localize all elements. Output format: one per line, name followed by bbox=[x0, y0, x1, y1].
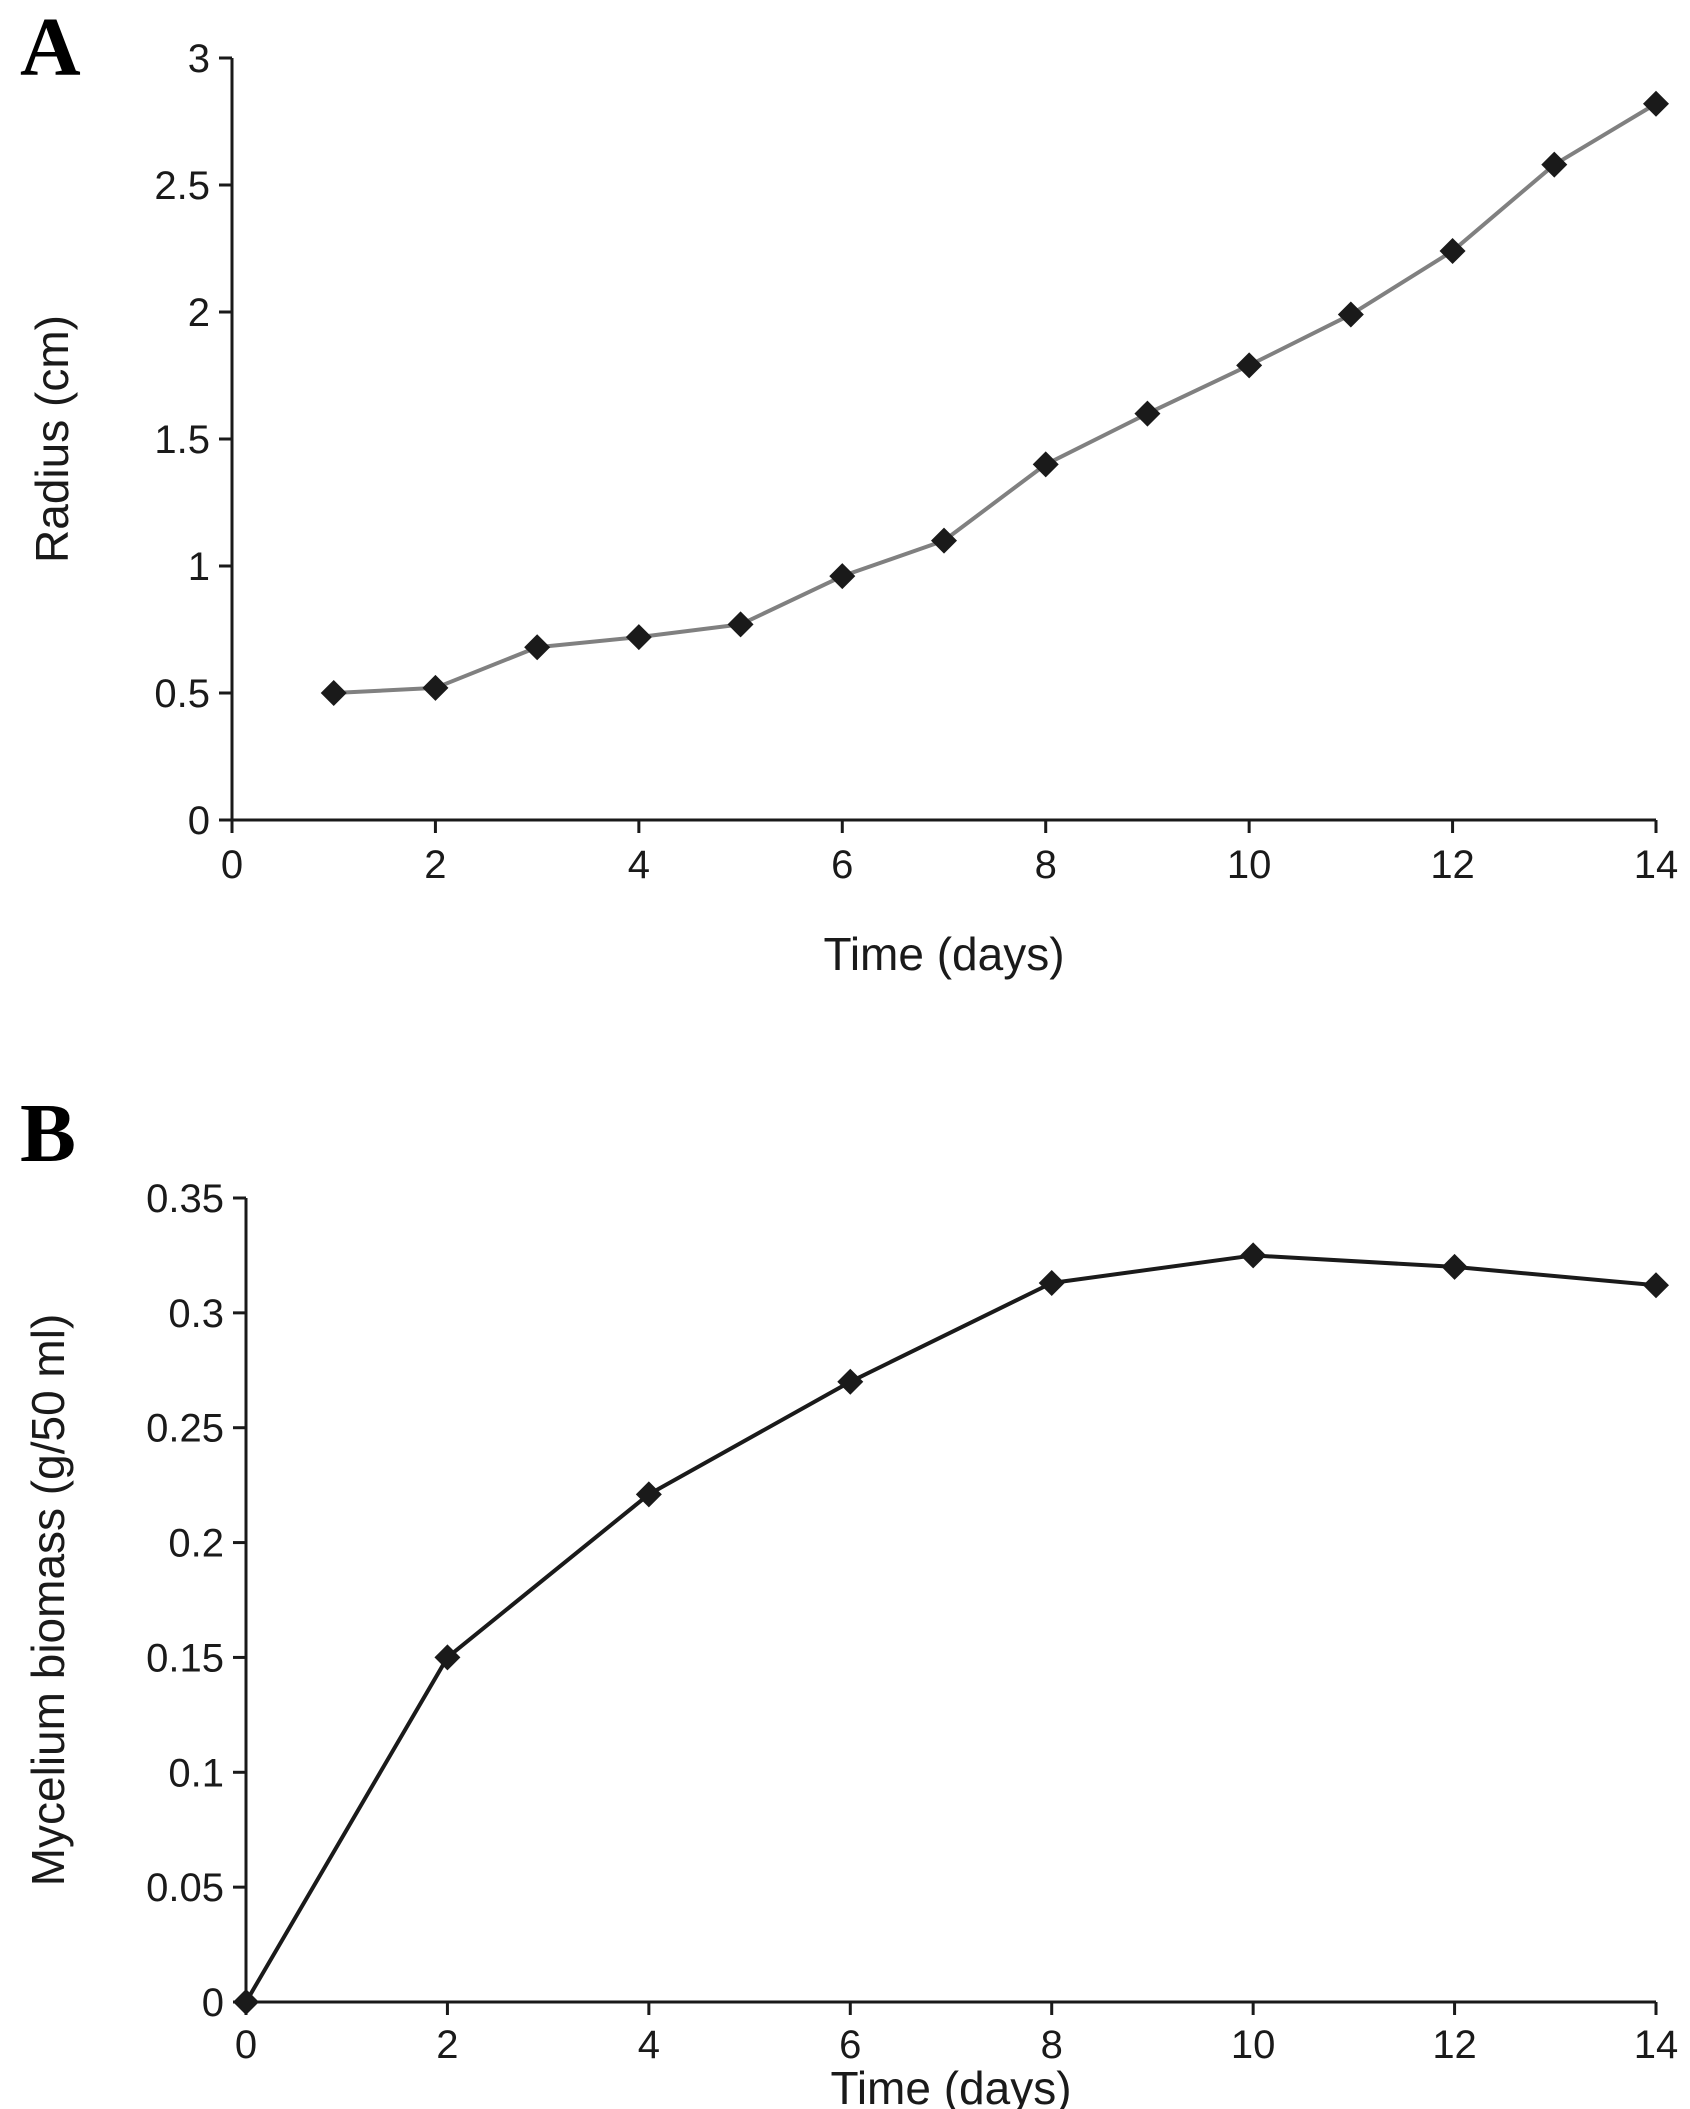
y-tick-label: 2.5 bbox=[154, 164, 210, 208]
y-tick-label: 0.3 bbox=[168, 1292, 224, 1336]
data-point-marker bbox=[1240, 1242, 1267, 1269]
data-point-marker bbox=[1643, 90, 1669, 117]
y-tick-label: 3 bbox=[188, 37, 210, 81]
y-tick-label: 0.15 bbox=[146, 1636, 224, 1680]
x-tick-label: 4 bbox=[638, 2023, 660, 2067]
panel-a: A 0 2 4 6 8 10 12 14 0 0.5 1 1.5 2 2.5 3 Time (days) Rad… bbox=[0, 0, 1690, 1030]
data-point-marker bbox=[829, 563, 856, 590]
panel-b-label: B bbox=[20, 1087, 77, 1180]
x-tick-label: 10 bbox=[1231, 2023, 1276, 2067]
chart-b-canvas: 0 2 4 6 8 10 12 14 0 0.05 0.1 0.15 0.2 0.25 0.3 0.35 Tim… bbox=[22, 1177, 1679, 2109]
y-tick-label: 0.1 bbox=[168, 1751, 224, 1795]
x-tick-label: 12 bbox=[1430, 843, 1475, 887]
x-tick-label: 8 bbox=[1035, 843, 1057, 887]
data-point-marker bbox=[727, 611, 754, 638]
y-tick-label: 0.25 bbox=[146, 1407, 224, 1451]
data-point-marker bbox=[1643, 1272, 1669, 1299]
y-tick-label: 1 bbox=[188, 545, 210, 589]
series-line bbox=[331, 101, 1658, 695]
data-point-marker bbox=[1441, 1253, 1468, 1280]
y-tick-label: 0.05 bbox=[146, 1866, 224, 1910]
x-tick-label: 8 bbox=[1041, 2023, 1063, 2067]
x-tick-label: 0 bbox=[235, 2023, 257, 2067]
data-point-marker bbox=[1439, 238, 1466, 265]
data-point-marker bbox=[434, 1644, 461, 1671]
y-tick-label: 0 bbox=[202, 1981, 224, 2025]
data-point-marker bbox=[233, 1989, 259, 2015]
data-point-marker bbox=[422, 674, 449, 701]
x-tick-label: 2 bbox=[436, 2023, 458, 2067]
series-line bbox=[244, 1253, 1658, 2004]
chart-a-canvas: 0 2 4 6 8 10 12 14 0 0.5 1 1.5 2 2.5 3 Time (days) Radiu… bbox=[26, 37, 1679, 980]
data-point-marker bbox=[1038, 1269, 1065, 1296]
x-tick-label: 4 bbox=[628, 843, 650, 887]
data-point-marker bbox=[635, 1481, 662, 1508]
data-point-marker bbox=[931, 527, 957, 554]
y-tick-label: 0 bbox=[188, 799, 210, 843]
x-tick-label: 14 bbox=[1634, 843, 1679, 887]
x-tick-label: 12 bbox=[1432, 2023, 1477, 2067]
y-tick-label: 0.35 bbox=[146, 1177, 224, 1221]
data-point-marker bbox=[320, 680, 347, 706]
data-point-marker bbox=[1032, 451, 1059, 478]
x-tick-label: 6 bbox=[839, 2023, 861, 2067]
y-tick-label: 0.5 bbox=[154, 672, 210, 716]
data-point-marker bbox=[1134, 400, 1161, 427]
x-axis-title: Time (days) bbox=[830, 2062, 1071, 2109]
x-tick-label: 2 bbox=[424, 843, 446, 887]
data-point-marker bbox=[524, 634, 551, 661]
x-axis-title: Time (days) bbox=[823, 928, 1064, 980]
x-tick-label: 14 bbox=[1634, 2023, 1679, 2067]
y-axis-title: Radius (cm) bbox=[26, 315, 78, 563]
y-tick-label: 0.2 bbox=[168, 1522, 224, 1566]
data-point-marker bbox=[1541, 151, 1568, 178]
data-point-marker bbox=[1236, 352, 1263, 379]
y-axis-title: Mycelium biomass (g/50 ml) bbox=[22, 1314, 74, 1887]
data-point-marker bbox=[1337, 301, 1364, 328]
panel-a-label: A bbox=[20, 1, 81, 94]
x-tick-label: 6 bbox=[831, 843, 853, 887]
data-point-marker bbox=[837, 1368, 864, 1395]
x-tick-label: 0 bbox=[221, 843, 243, 887]
x-tick-label: 10 bbox=[1227, 843, 1272, 887]
panel-b: B 0 2 4 6 8 10 12 14 0 0.05 0.1 0.15 0.2 0.25 0.3 0.35 T… bbox=[0, 1030, 1690, 2109]
y-tick-label: 2 bbox=[188, 291, 210, 335]
data-point-marker bbox=[625, 624, 652, 651]
y-tick-label: 1.5 bbox=[154, 418, 210, 462]
